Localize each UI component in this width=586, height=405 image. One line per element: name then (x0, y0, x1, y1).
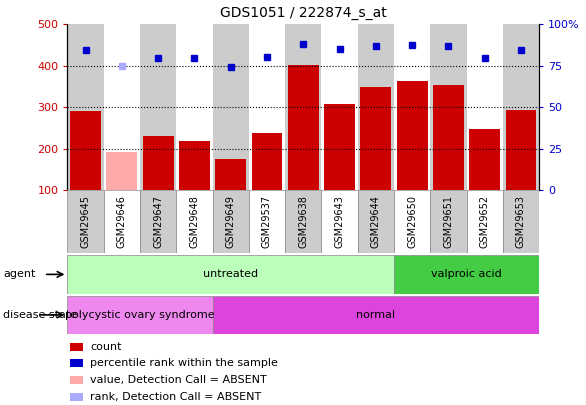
Bar (70, 359, 83, 367)
Text: GSM29537: GSM29537 (262, 195, 272, 249)
Text: GSM29650: GSM29650 (407, 195, 417, 248)
Bar (321, 190, 357, 253)
Bar (249, 24, 285, 190)
Text: normal: normal (356, 310, 396, 320)
Text: untreated: untreated (203, 269, 258, 279)
Bar (213, 24, 249, 190)
Text: GSM29638: GSM29638 (298, 195, 308, 248)
Text: GSM29647: GSM29647 (153, 195, 163, 248)
Text: value, Detection Call = ABSENT: value, Detection Call = ABSENT (90, 375, 267, 385)
Text: count: count (90, 341, 121, 352)
Bar (140, 24, 176, 190)
Bar (67, 190, 104, 253)
Bar (430, 24, 466, 190)
Bar (249, 190, 285, 253)
Bar (70, 343, 83, 351)
Bar (466, 190, 503, 253)
Text: GSM29652: GSM29652 (480, 195, 490, 249)
Bar (142, 136, 173, 190)
Text: GSM29648: GSM29648 (189, 195, 199, 248)
Text: polycystic ovary syndrome: polycystic ovary syndrome (65, 310, 215, 320)
Bar (176, 190, 213, 253)
Bar (357, 190, 394, 253)
Bar (140, 190, 176, 253)
Bar (285, 24, 321, 190)
Text: disease state: disease state (3, 310, 77, 320)
Text: GSM29653: GSM29653 (516, 195, 526, 248)
Bar (67, 255, 394, 294)
Text: GSM29649: GSM29649 (226, 195, 236, 248)
Text: rank, Detection Call = ABSENT: rank, Detection Call = ABSENT (90, 392, 261, 402)
Text: GSM29644: GSM29644 (371, 195, 381, 248)
Bar (394, 24, 430, 190)
Bar (213, 296, 539, 334)
Bar (503, 24, 539, 190)
Bar (394, 255, 539, 294)
Bar (67, 296, 213, 334)
Bar (70, 111, 101, 190)
Bar (104, 190, 140, 253)
Bar (321, 24, 357, 190)
Bar (394, 190, 430, 253)
Bar (433, 85, 464, 190)
Bar (213, 190, 249, 253)
Bar (357, 24, 394, 190)
Bar (430, 190, 466, 253)
Bar (466, 24, 503, 190)
Bar (288, 65, 319, 190)
Text: agent: agent (3, 269, 35, 279)
Bar (506, 110, 536, 190)
Bar (176, 24, 213, 190)
Title: GDS1051 / 222874_s_at: GDS1051 / 222874_s_at (220, 6, 387, 21)
Bar (397, 81, 428, 190)
Bar (503, 190, 539, 253)
Text: percentile rank within the sample: percentile rank within the sample (90, 358, 278, 368)
Bar (70, 392, 83, 401)
Bar (104, 24, 140, 190)
Bar (285, 190, 321, 253)
Bar (70, 376, 83, 384)
Bar (107, 152, 137, 190)
Bar (324, 104, 355, 190)
Bar (469, 129, 500, 190)
Text: GSM29643: GSM29643 (335, 195, 345, 248)
Text: GSM29646: GSM29646 (117, 195, 127, 248)
Bar (67, 24, 104, 190)
Bar (215, 159, 246, 190)
Text: GSM29651: GSM29651 (444, 195, 454, 248)
Text: GSM29645: GSM29645 (80, 195, 90, 248)
Bar (179, 141, 210, 190)
Bar (360, 87, 391, 190)
Bar (251, 133, 282, 190)
Text: valproic acid: valproic acid (431, 269, 502, 279)
